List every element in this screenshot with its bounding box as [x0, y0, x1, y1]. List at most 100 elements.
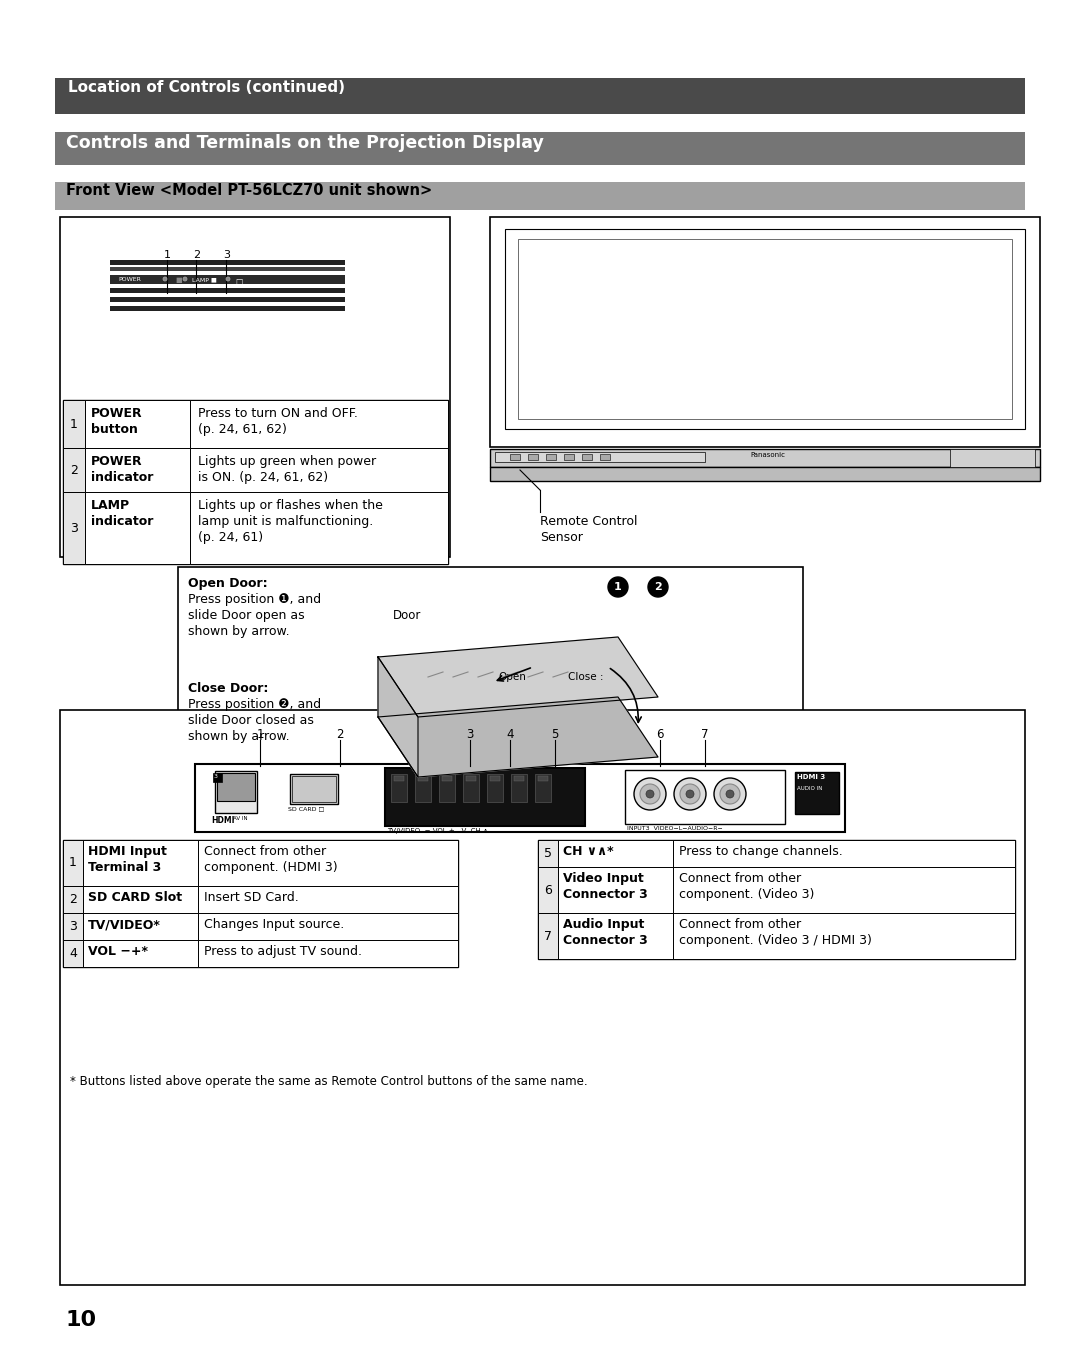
- Text: 2: 2: [70, 463, 78, 477]
- Text: 1: 1: [615, 582, 622, 592]
- Text: Door: Door: [393, 609, 421, 622]
- Bar: [505, 229, 1025, 429]
- Text: AUDIO IN: AUDIO IN: [797, 786, 822, 791]
- Bar: [291, 774, 338, 804]
- Circle shape: [634, 778, 666, 810]
- Text: INPUT3  VIDEO−L−AUDIO−R−: INPUT3 VIDEO−L−AUDIO−R−: [627, 826, 723, 831]
- Bar: [213, 773, 222, 782]
- Bar: [558, 840, 673, 867]
- Text: 3: 3: [467, 728, 474, 741]
- Circle shape: [226, 277, 230, 281]
- Bar: [195, 765, 845, 831]
- Text: 1: 1: [69, 856, 77, 870]
- Bar: [487, 774, 503, 801]
- Bar: [55, 183, 1025, 210]
- Bar: [415, 774, 431, 801]
- Text: Close :: Close :: [568, 672, 604, 682]
- Bar: [63, 840, 458, 966]
- Text: Connect from other
component. (Video 3 / HDMI 3): Connect from other component. (Video 3 /…: [679, 919, 872, 947]
- Bar: [63, 492, 85, 564]
- Circle shape: [646, 791, 654, 797]
- Text: 1: 1: [164, 249, 171, 260]
- Text: Connect from other
component. (Video 3): Connect from other component. (Video 3): [679, 872, 814, 901]
- Bar: [110, 288, 345, 293]
- Text: HDMI 3: HDMI 3: [797, 774, 825, 780]
- Bar: [518, 239, 1012, 418]
- Bar: [190, 399, 448, 448]
- Bar: [418, 776, 428, 781]
- Bar: [558, 867, 673, 913]
- Bar: [83, 913, 198, 940]
- Bar: [673, 840, 1015, 867]
- Bar: [490, 776, 500, 781]
- Text: Press position ❶, and
slide Door open as
shown by arrow.: Press position ❶, and slide Door open as…: [188, 593, 321, 638]
- Text: 2: 2: [654, 582, 662, 592]
- Text: 4: 4: [69, 947, 77, 960]
- Bar: [198, 940, 458, 966]
- Circle shape: [714, 778, 746, 810]
- Bar: [190, 492, 448, 564]
- Text: Remote Control
Sensor: Remote Control Sensor: [540, 515, 637, 544]
- Text: VOL −+*: VOL −+*: [87, 945, 148, 958]
- Bar: [538, 913, 558, 960]
- Text: CH ∨∧*: CH ∨∧*: [563, 845, 613, 857]
- Circle shape: [674, 778, 706, 810]
- Bar: [538, 776, 548, 781]
- Bar: [110, 297, 345, 303]
- Bar: [673, 913, 1015, 960]
- Bar: [217, 773, 255, 801]
- Circle shape: [163, 277, 167, 281]
- Bar: [511, 774, 527, 801]
- Bar: [465, 776, 476, 781]
- Polygon shape: [378, 696, 658, 777]
- Text: 7: 7: [544, 930, 552, 942]
- Bar: [63, 886, 83, 913]
- Bar: [110, 275, 345, 284]
- Text: SD CARD Slot: SD CARD Slot: [87, 891, 183, 904]
- Text: 3: 3: [214, 774, 218, 780]
- Text: HDMI: HDMI: [211, 816, 234, 825]
- Text: Press to turn ON and OFF.
(p. 24, 61, 62): Press to turn ON and OFF. (p. 24, 61, 62…: [198, 408, 357, 436]
- Text: HDMI Input
Terminal 3: HDMI Input Terminal 3: [87, 845, 167, 874]
- Bar: [538, 867, 558, 913]
- Bar: [535, 774, 551, 801]
- Text: Location of Controls (continued): Location of Controls (continued): [68, 80, 345, 95]
- Text: POWER: POWER: [118, 277, 140, 282]
- Text: Close Door:: Close Door:: [188, 682, 268, 695]
- Bar: [490, 468, 1040, 481]
- Text: 3: 3: [222, 249, 230, 260]
- Text: TV/VIDEO*: TV/VIDEO*: [87, 919, 161, 931]
- Bar: [198, 886, 458, 913]
- Bar: [463, 774, 480, 801]
- Bar: [510, 454, 519, 459]
- Text: LAMP
indicator: LAMP indicator: [91, 499, 153, 527]
- Bar: [110, 260, 345, 264]
- Bar: [63, 448, 85, 492]
- Bar: [215, 771, 257, 812]
- Text: Video Input
Connector 3: Video Input Connector 3: [563, 872, 648, 901]
- Text: 1: 1: [256, 728, 264, 741]
- Bar: [394, 776, 404, 781]
- Bar: [55, 132, 1025, 165]
- Polygon shape: [378, 637, 658, 717]
- Bar: [178, 567, 804, 822]
- Circle shape: [726, 791, 734, 797]
- Bar: [490, 448, 1040, 468]
- Text: Open: Open: [498, 672, 526, 682]
- Bar: [442, 776, 453, 781]
- Bar: [198, 840, 458, 886]
- Bar: [63, 840, 83, 886]
- Bar: [83, 840, 198, 886]
- Circle shape: [183, 277, 187, 281]
- Bar: [60, 710, 1025, 1285]
- Bar: [63, 399, 448, 564]
- Circle shape: [608, 577, 627, 597]
- Bar: [63, 399, 85, 448]
- Circle shape: [648, 577, 669, 597]
- Bar: [85, 448, 190, 492]
- Text: Press position ❷, and
slide Door closed as
shown by arrow.: Press position ❷, and slide Door closed …: [188, 698, 321, 743]
- Bar: [384, 767, 585, 826]
- Text: 6: 6: [657, 728, 664, 741]
- Bar: [85, 399, 190, 448]
- Bar: [63, 913, 83, 940]
